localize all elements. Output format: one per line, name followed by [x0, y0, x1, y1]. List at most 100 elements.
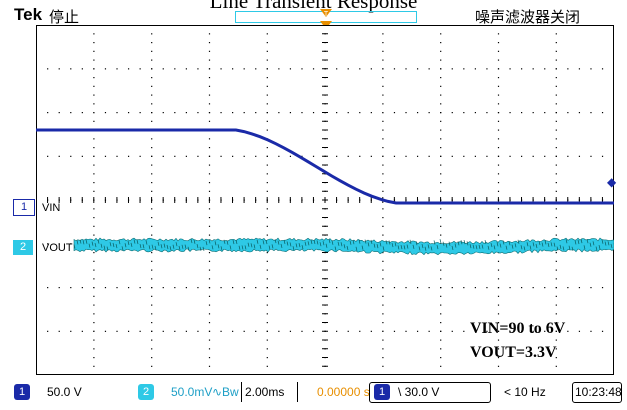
grid-dot — [220, 155, 222, 157]
grid-dot — [440, 182, 442, 184]
vout-noise — [259, 244, 262, 249]
vout-noise — [289, 242, 292, 247]
grid-dot — [243, 155, 245, 157]
vout-noise — [493, 245, 496, 250]
grid-dot — [555, 357, 557, 359]
ch1-scale-badge[interactable]: 1 — [14, 384, 30, 400]
grid-dot — [393, 155, 396, 157]
ch1-scale-value[interactable]: 50.0 V — [47, 385, 82, 399]
grid-dot — [555, 42, 557, 44]
grid-dot — [359, 155, 361, 157]
grid-dot — [197, 112, 199, 114]
grid-dot — [243, 68, 245, 70]
vout-noise — [508, 241, 511, 246]
grid-dot — [428, 287, 430, 289]
grid-dot — [555, 33, 557, 35]
grid-dot — [116, 330, 118, 332]
vout-noise — [496, 242, 499, 247]
grid-dot — [185, 155, 187, 157]
grid-dot — [208, 278, 211, 280]
vout-noise — [97, 239, 100, 244]
grid-dot — [509, 330, 511, 332]
grid-dot — [93, 190, 95, 192]
horizontal-position-value[interactable]: 0.00000 s — [317, 385, 370, 399]
vout-noise — [319, 242, 322, 247]
grid-dot — [544, 68, 546, 70]
vout-noise — [592, 241, 595, 246]
timebase-value[interactable]: 2.00ms — [245, 385, 285, 399]
grid-dot — [208, 94, 211, 96]
grid-dot — [208, 225, 211, 227]
grid-dot — [58, 287, 60, 289]
grid-dot — [151, 313, 153, 315]
grid-dot — [139, 112, 141, 114]
grid-dot — [347, 330, 349, 332]
grid-dot — [497, 77, 500, 79]
grid-dot — [555, 217, 557, 219]
grid-dot — [440, 234, 442, 236]
grid-dot — [151, 50, 153, 52]
trigger-readout-box[interactable] — [369, 382, 491, 403]
grid-dot — [197, 155, 199, 157]
grid-dot — [382, 77, 384, 79]
grid-dot — [405, 68, 407, 70]
vout-noise — [163, 243, 166, 248]
grid-dot — [266, 59, 268, 61]
vout-noise — [94, 242, 97, 248]
grid-dot — [382, 208, 384, 210]
grid-dot — [497, 208, 500, 210]
grid-dot — [139, 287, 141, 289]
grid-dot — [151, 33, 153, 35]
ch2-scale-value[interactable]: 50.0mV — [171, 385, 213, 399]
grid-dot — [590, 287, 592, 289]
grid-dot — [81, 155, 83, 157]
grid-dot — [382, 85, 384, 87]
vout-noise — [397, 245, 400, 250]
grid-dot — [81, 112, 83, 114]
grid-dot — [428, 112, 430, 114]
grid-dot — [208, 103, 211, 105]
grid-dot — [278, 112, 280, 114]
grid-dot — [555, 208, 557, 210]
vout-noise — [481, 244, 484, 249]
vout-noise — [337, 241, 340, 246]
grid-dot — [336, 68, 338, 70]
grid-dot — [93, 103, 95, 105]
grid-dot — [312, 330, 315, 332]
ch2-ground-marker[interactable]: 2 — [13, 240, 33, 255]
grid-dot — [266, 85, 268, 87]
grid-dot — [232, 287, 234, 289]
grid-dot — [58, 112, 60, 114]
grid-dot — [58, 243, 60, 245]
vout-noise — [100, 243, 103, 248]
vout-noise — [223, 239, 226, 244]
grid-dot — [278, 330, 280, 332]
grid-dot — [151, 348, 153, 350]
grid-dot — [440, 112, 442, 114]
vout-noise — [433, 240, 436, 245]
vout-noise — [502, 240, 505, 245]
grid-dot — [104, 112, 107, 114]
grid-dot — [370, 68, 372, 70]
vout-noise — [175, 242, 178, 247]
grid-dot — [93, 260, 95, 262]
grid-dot — [93, 112, 95, 114]
grid-dot — [405, 112, 407, 114]
grid-dot — [497, 313, 500, 315]
grid-dot — [370, 330, 372, 332]
ch2-scale-badge[interactable]: 2 — [138, 384, 154, 400]
vout-noise — [127, 240, 130, 246]
grid-dot — [208, 260, 211, 262]
grid-dot — [440, 348, 442, 350]
vout-noise — [382, 246, 385, 251]
grid-dot — [382, 103, 384, 105]
grid-dot — [451, 155, 453, 157]
ch1-ground-marker[interactable]: 1 — [13, 199, 35, 216]
grid-dot — [47, 155, 49, 157]
vout-noise — [598, 244, 601, 250]
grid-dot — [416, 155, 419, 157]
grid-dot — [232, 155, 234, 157]
grid-dot — [208, 295, 211, 297]
vout-noise — [160, 244, 163, 249]
grid-dot — [440, 278, 442, 280]
